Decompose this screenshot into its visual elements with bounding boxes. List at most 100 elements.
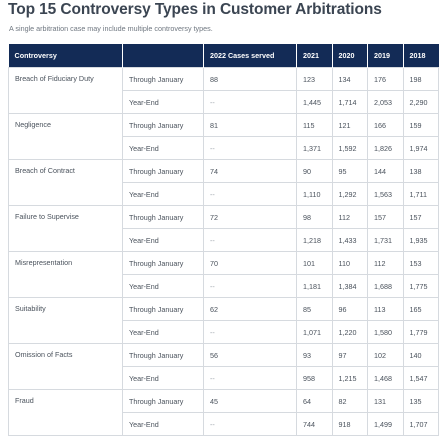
year-value-cell: 1,935 [402,228,439,252]
table-row: Breach of Contract Through January 74 90 95 1… [8,159,439,206]
period-cell: Through January [122,67,204,91]
cases-served-cell: 45 [203,389,297,413]
year-value-cell: 96 [331,297,368,321]
cases-served-cell: -- [203,274,297,298]
year-value-cell: 1,711 [402,182,439,206]
year-value-cell: 138 [402,159,439,183]
cases-served-cell: 72 [203,205,297,229]
year-value-cell: 153 [402,251,439,275]
controversy-cell: Negligence [8,113,123,160]
period-cell: Through January [122,251,204,275]
year-value-cell: 1,220 [331,320,368,344]
cases-served-cell: 81 [203,113,297,137]
year-value-cell: 1,110 [296,182,333,206]
year-value-cell: 159 [402,113,439,137]
cases-served-cell: -- [203,412,297,436]
header-year-2021: 2021 [296,44,333,68]
year-value-cell: 1,547 [402,366,439,390]
cases-served-cell: 88 [203,67,297,91]
table-row: Misrepresentation Through January 70 101 110… [8,251,439,298]
year-value-cell: 1,974 [402,136,439,160]
year-value-cell: 166 [367,113,404,137]
cases-served-cell: -- [203,136,297,160]
year-value-cell: 1,826 [367,136,404,160]
page-title: Top 15 Controversy Types in Customer Arb… [8,1,382,18]
table-row: Breach of Fiduciary Duty Through January 8… [8,67,439,114]
header-cases-served: 2022 Cases served [203,44,297,68]
year-value-cell: 958 [296,366,333,390]
year-value-cell: 110 [331,251,368,275]
cases-served-cell: 70 [203,251,297,275]
year-value-cell: 113 [367,297,404,321]
year-value-cell: 157 [402,205,439,229]
controversy-cell: Omission of Facts [8,343,123,390]
year-value-cell: 121 [331,113,368,137]
year-value-cell: 95 [331,159,368,183]
period-cell: Through January [122,205,204,229]
year-value-cell: 98 [296,205,333,229]
year-value-cell: 198 [402,67,439,91]
year-value-cell: 102 [367,343,404,367]
table-row: Year-End -- 744 918 1,499 1,707 [9,412,439,436]
controversy-cell: Failure to Supervise [8,205,123,252]
table-row: Fraud Through January 45 64 82 131 135 [8,389,439,436]
year-value-cell: 1,292 [331,182,368,206]
controversy-cell: Misrepresentation [8,251,123,298]
year-value-cell: 2,290 [402,90,439,114]
table-row: Failure to Supervise Through January 72 98 1… [8,205,439,252]
header-year-2020: 2020 [332,44,368,68]
year-value-cell: 134 [331,67,368,91]
year-value-cell: 1,384 [331,274,368,298]
period-cell: Through January [122,343,204,367]
table-header: Controversy 2022 Cases served 2021 2020 … [8,44,439,68]
header-period [122,44,204,68]
year-value-cell: 1,071 [296,320,333,344]
period-cell: Year-End [122,228,204,252]
period-cell: Through January [122,297,204,321]
cases-served-cell: -- [203,228,297,252]
year-value-cell: 1,445 [296,90,333,114]
cases-served-cell: 62 [203,297,297,321]
period-cell: Year-End [122,182,204,206]
year-value-cell: 176 [367,67,404,91]
year-value-cell: 157 [367,205,404,229]
year-value-cell: 1,775 [402,274,439,298]
table-row: Year-End -- 1,181 1,384 1,688 1,775 [9,274,439,298]
year-value-cell: 1,688 [367,274,404,298]
cases-served-cell: 74 [203,159,297,183]
header-row: Controversy 2022 Cases served 2021 2020 … [8,44,439,68]
table-row: Year-End -- 1,218 1,433 1,731 1,935 [9,228,439,252]
table-row: Suitability Through January 62 85 96 113 165 [8,297,439,344]
year-value-cell: 101 [296,251,333,275]
year-value-cell: 85 [296,297,333,321]
period-cell: Year-End [122,136,204,160]
period-cell: Year-End [122,90,204,114]
year-value-cell: 165 [402,297,439,321]
year-value-cell: 144 [367,159,404,183]
year-value-cell: 112 [331,205,368,229]
year-value-cell: 90 [296,159,333,183]
year-value-cell: 744 [296,412,333,436]
year-value-cell: 1,215 [331,366,368,390]
year-value-cell: 97 [331,343,368,367]
year-value-cell: 115 [296,113,333,137]
year-value-cell: 1,592 [331,136,368,160]
year-value-cell: 140 [402,343,439,367]
period-cell: Through January [122,389,204,413]
year-value-cell: 1,371 [296,136,333,160]
year-value-cell: 1,468 [367,366,404,390]
table-row: Omission of Facts Through January 56 93 97 10… [8,343,439,390]
controversy-cell: Fraud [8,389,123,436]
table-body: Breach of Fiduciary Duty Through January 8… [8,67,439,436]
period-cell: Year-End [122,320,204,344]
year-value-cell: 1,731 [367,228,404,252]
controversy-cell: Breach of Contract [8,159,123,206]
year-value-cell: 135 [402,389,439,413]
year-value-cell: 1,181 [296,274,333,298]
controversy-cell: Breach of Fiduciary Duty [8,67,123,114]
table-row: Year-End -- 1,110 1,292 1,563 1,711 [9,182,439,206]
year-value-cell: 1,714 [331,90,368,114]
year-value-cell: 1,779 [402,320,439,344]
year-value-cell: 131 [367,389,404,413]
